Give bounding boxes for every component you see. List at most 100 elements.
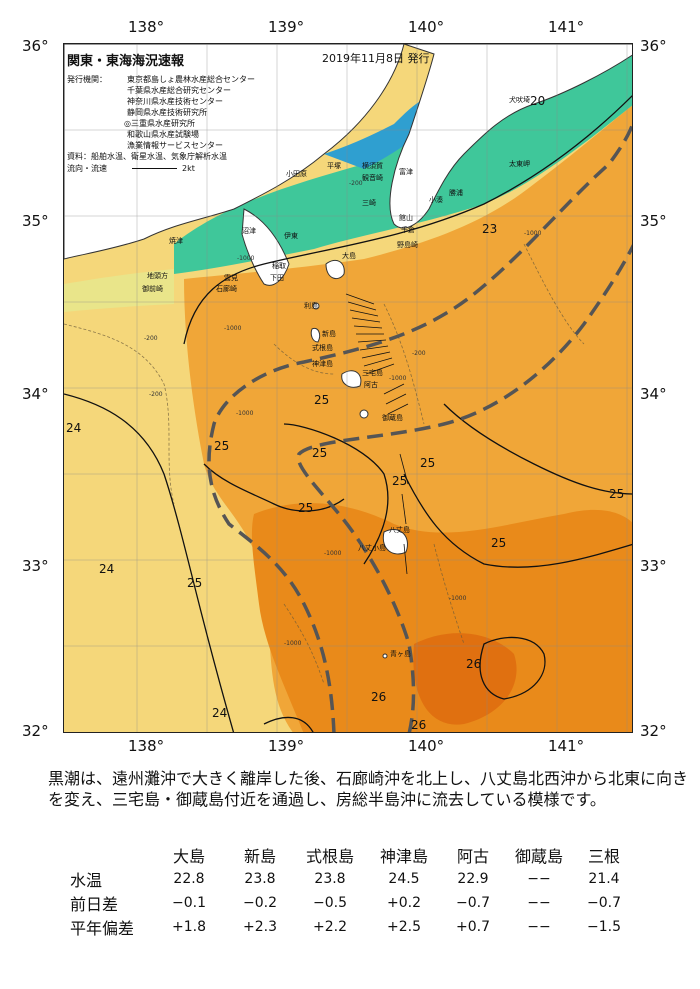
col-kozushima: 神津島	[379, 847, 428, 866]
lat-tick-36: 36°	[22, 37, 49, 55]
sea-zone-27	[413, 633, 517, 725]
bay-zone-18	[324, 99, 439, 169]
place-hachijo: 八丈島	[389, 526, 410, 534]
data-sources: 資料：船舶水温、衛星水温、気象庁解析水温	[67, 152, 227, 161]
isotherm-label: 26	[371, 690, 387, 704]
flow-legend-scale: 2kt	[182, 164, 195, 173]
place-irozaki: 石廊崎	[216, 285, 237, 293]
table-cell: 23.8	[244, 871, 276, 887]
place-shikinejima: 式根島	[312, 344, 333, 352]
place-inatori: 稲取	[272, 262, 286, 270]
lon-tick-140: 140°	[408, 18, 445, 36]
place-katsuura: 勝浦	[449, 189, 463, 197]
temperature-table: 大島 新島 式根島 神津島 阿古 御蔵島 三根 水温 22.8 23.8 23.…	[70, 843, 634, 939]
table-cell: −0.1	[172, 895, 206, 911]
agency-7: 漁業情報サービスセンター	[127, 141, 223, 150]
isotherm-label: 24	[99, 562, 115, 576]
island-niijima	[310, 327, 321, 343]
lon-tick-141: 141°	[548, 18, 585, 36]
col-shikinejima: 式根島	[305, 847, 354, 866]
lat-tick-35-right: 35°	[640, 212, 667, 230]
isotherm-label: 24	[66, 421, 82, 435]
col-oshima: 大島	[172, 847, 205, 866]
isotherm-label: 25	[312, 446, 328, 460]
table-header-row: 大島 新島 式根島 神津島 阿古 御蔵島 三根	[70, 843, 634, 867]
flow-legend-label: 流向・流速	[67, 164, 107, 173]
lon-tick-139-bottom: 139°	[268, 737, 305, 755]
isotherm-label: 25	[298, 501, 314, 515]
place-yaizu: 焼津	[169, 237, 183, 245]
table-cell: −−	[527, 895, 551, 911]
depth-label: -1000	[224, 325, 242, 332]
lat-tick-35: 35°	[22, 212, 49, 230]
row-label: 水温	[70, 871, 103, 890]
place-ako: 阿古	[364, 381, 378, 389]
isotherm-label: 25	[491, 536, 507, 550]
col-mitsune: 三根	[587, 847, 620, 866]
isotherm-label: 25	[609, 487, 625, 501]
lon-tick-141-bottom: 141°	[548, 737, 585, 755]
lon-tick-138-bottom: 138°	[128, 737, 165, 755]
place-miura: 三崎	[362, 199, 376, 207]
place-chikyuzaki: 地頭方	[147, 272, 168, 280]
isotherm-label: 23	[482, 222, 498, 236]
depth-label: -200	[349, 180, 363, 187]
place-ito: 伊東	[284, 232, 298, 240]
agency-1: 東京都島しょ農林水産総合センター	[127, 75, 255, 84]
agency-6: 和歌山県水産試験場	[127, 130, 199, 139]
place-taito: 太東岬	[509, 160, 530, 168]
table-cell: −0.7	[587, 895, 621, 911]
flow-legend-arrow	[132, 168, 177, 169]
place-tateyama: 館山	[399, 214, 413, 222]
table-row: 平年偏差 +1.8 +2.3 +2.2 +2.5 +0.7 −− −1.5	[70, 915, 634, 939]
table-cell: 23.8	[314, 871, 346, 887]
island-oshima	[325, 259, 345, 280]
table-cell: 21.4	[588, 871, 620, 887]
island-aogashima	[382, 653, 388, 659]
island-toshima	[312, 302, 320, 310]
land-boso	[389, 44, 632, 229]
place-numazu: 沼津	[242, 227, 256, 235]
lon-tick-138: 138°	[128, 18, 165, 36]
depth-label: -200	[412, 350, 426, 357]
col-mikura: 御蔵島	[514, 847, 563, 866]
isotherm-label: 25	[314, 393, 330, 407]
table-cell: +2.2	[313, 919, 347, 935]
isotherm-label: 25	[187, 576, 203, 590]
table-cell: 24.5	[388, 871, 420, 887]
place-inubo: 犬吠埼	[509, 96, 530, 104]
depth-label: -1000	[524, 230, 542, 237]
isotherm-label: 25	[420, 456, 436, 470]
depth-label: -1000	[236, 410, 254, 417]
place-shimoda: 下田	[270, 274, 284, 282]
depth-label: -1000	[389, 375, 407, 382]
place-niijima: 新島	[322, 330, 336, 338]
land-honshu	[64, 44, 405, 260]
place-mera: 雲見	[224, 274, 238, 282]
place-nojima: 野島崎	[397, 241, 418, 249]
place-futtsu: 富津	[399, 168, 413, 176]
island-mikura	[359, 409, 369, 419]
lon-tick-140-bottom: 140°	[408, 737, 445, 755]
col-ako: 阿古	[456, 847, 489, 866]
agencies-label: 発行機関：	[67, 75, 107, 84]
isotherm-label: 24	[212, 706, 228, 720]
table-cell: 22.9	[457, 871, 489, 887]
isotherm-label: 26	[411, 718, 427, 732]
place-mikura: 御蔵島	[382, 414, 403, 422]
depth-label: -1000	[284, 640, 302, 647]
place-aogashima: 青ヶ島	[390, 650, 411, 658]
lat-tick-32: 32°	[22, 722, 49, 740]
island-miyake	[341, 370, 362, 388]
place-chikura: 千倉	[401, 226, 415, 234]
lat-tick-33: 33°	[22, 557, 49, 575]
table-row: 水温 22.8 23.8 23.8 24.5 22.9 −− 21.4	[70, 867, 634, 891]
map-canvas	[64, 44, 632, 732]
row-label: 前日差	[70, 895, 119, 914]
depth-label: -200	[149, 391, 163, 398]
isotherm-label: 20	[530, 94, 546, 108]
agency-4: 静岡県水産技術研究所	[127, 108, 207, 117]
agency-3: 神奈川県水産技術センター	[127, 97, 223, 106]
agency-5: ◎三重県水産研究所	[124, 119, 195, 128]
table-cell: −0.5	[313, 895, 347, 911]
